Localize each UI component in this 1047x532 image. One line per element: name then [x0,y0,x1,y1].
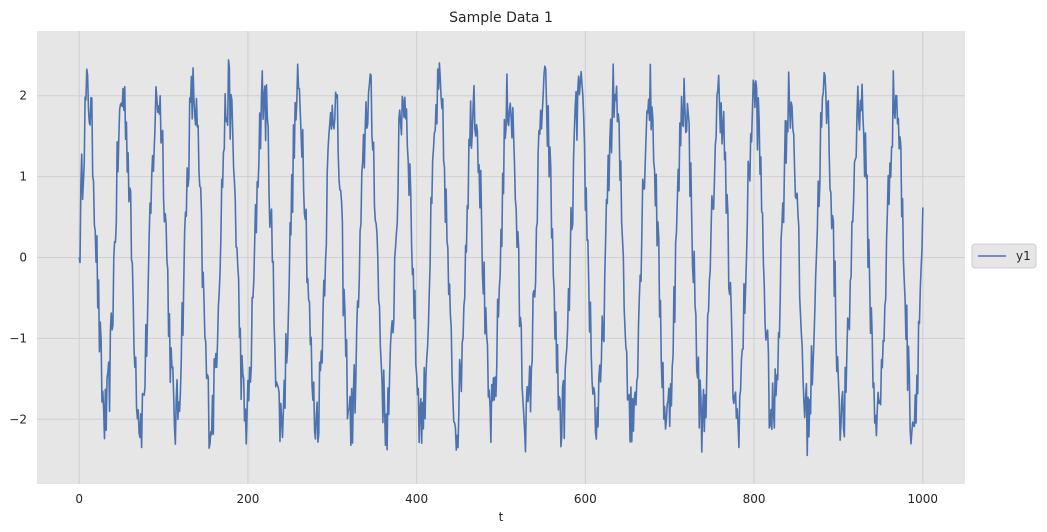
legend-label-y1: y1 [1016,249,1031,263]
x-tick-label: 0 [75,492,83,506]
x-axis: 0 200 400 600 800 1000 [75,492,938,506]
series-layer [78,59,924,457]
y-tick-label: −1 [9,331,27,345]
x-axis-label: t [499,510,504,524]
x-tick-label: 200 [236,492,259,506]
legend: y1 [971,243,1037,269]
y-axis: −2 −1 0 1 2 [9,89,27,427]
grid [37,31,965,484]
x-tick-label: 800 [743,492,766,506]
y-tick-label: 1 [19,170,27,184]
chart-title: Sample Data 1 [449,10,553,26]
x-tick-label: 1000 [908,492,939,506]
x-tick-label: 600 [574,492,597,506]
x-tick-label: 400 [405,492,428,506]
y-tick-label: 0 [19,251,27,265]
y-tick-label: −2 [9,412,27,426]
series-line-y1 [78,59,924,457]
y-tick-label: 2 [19,89,27,103]
